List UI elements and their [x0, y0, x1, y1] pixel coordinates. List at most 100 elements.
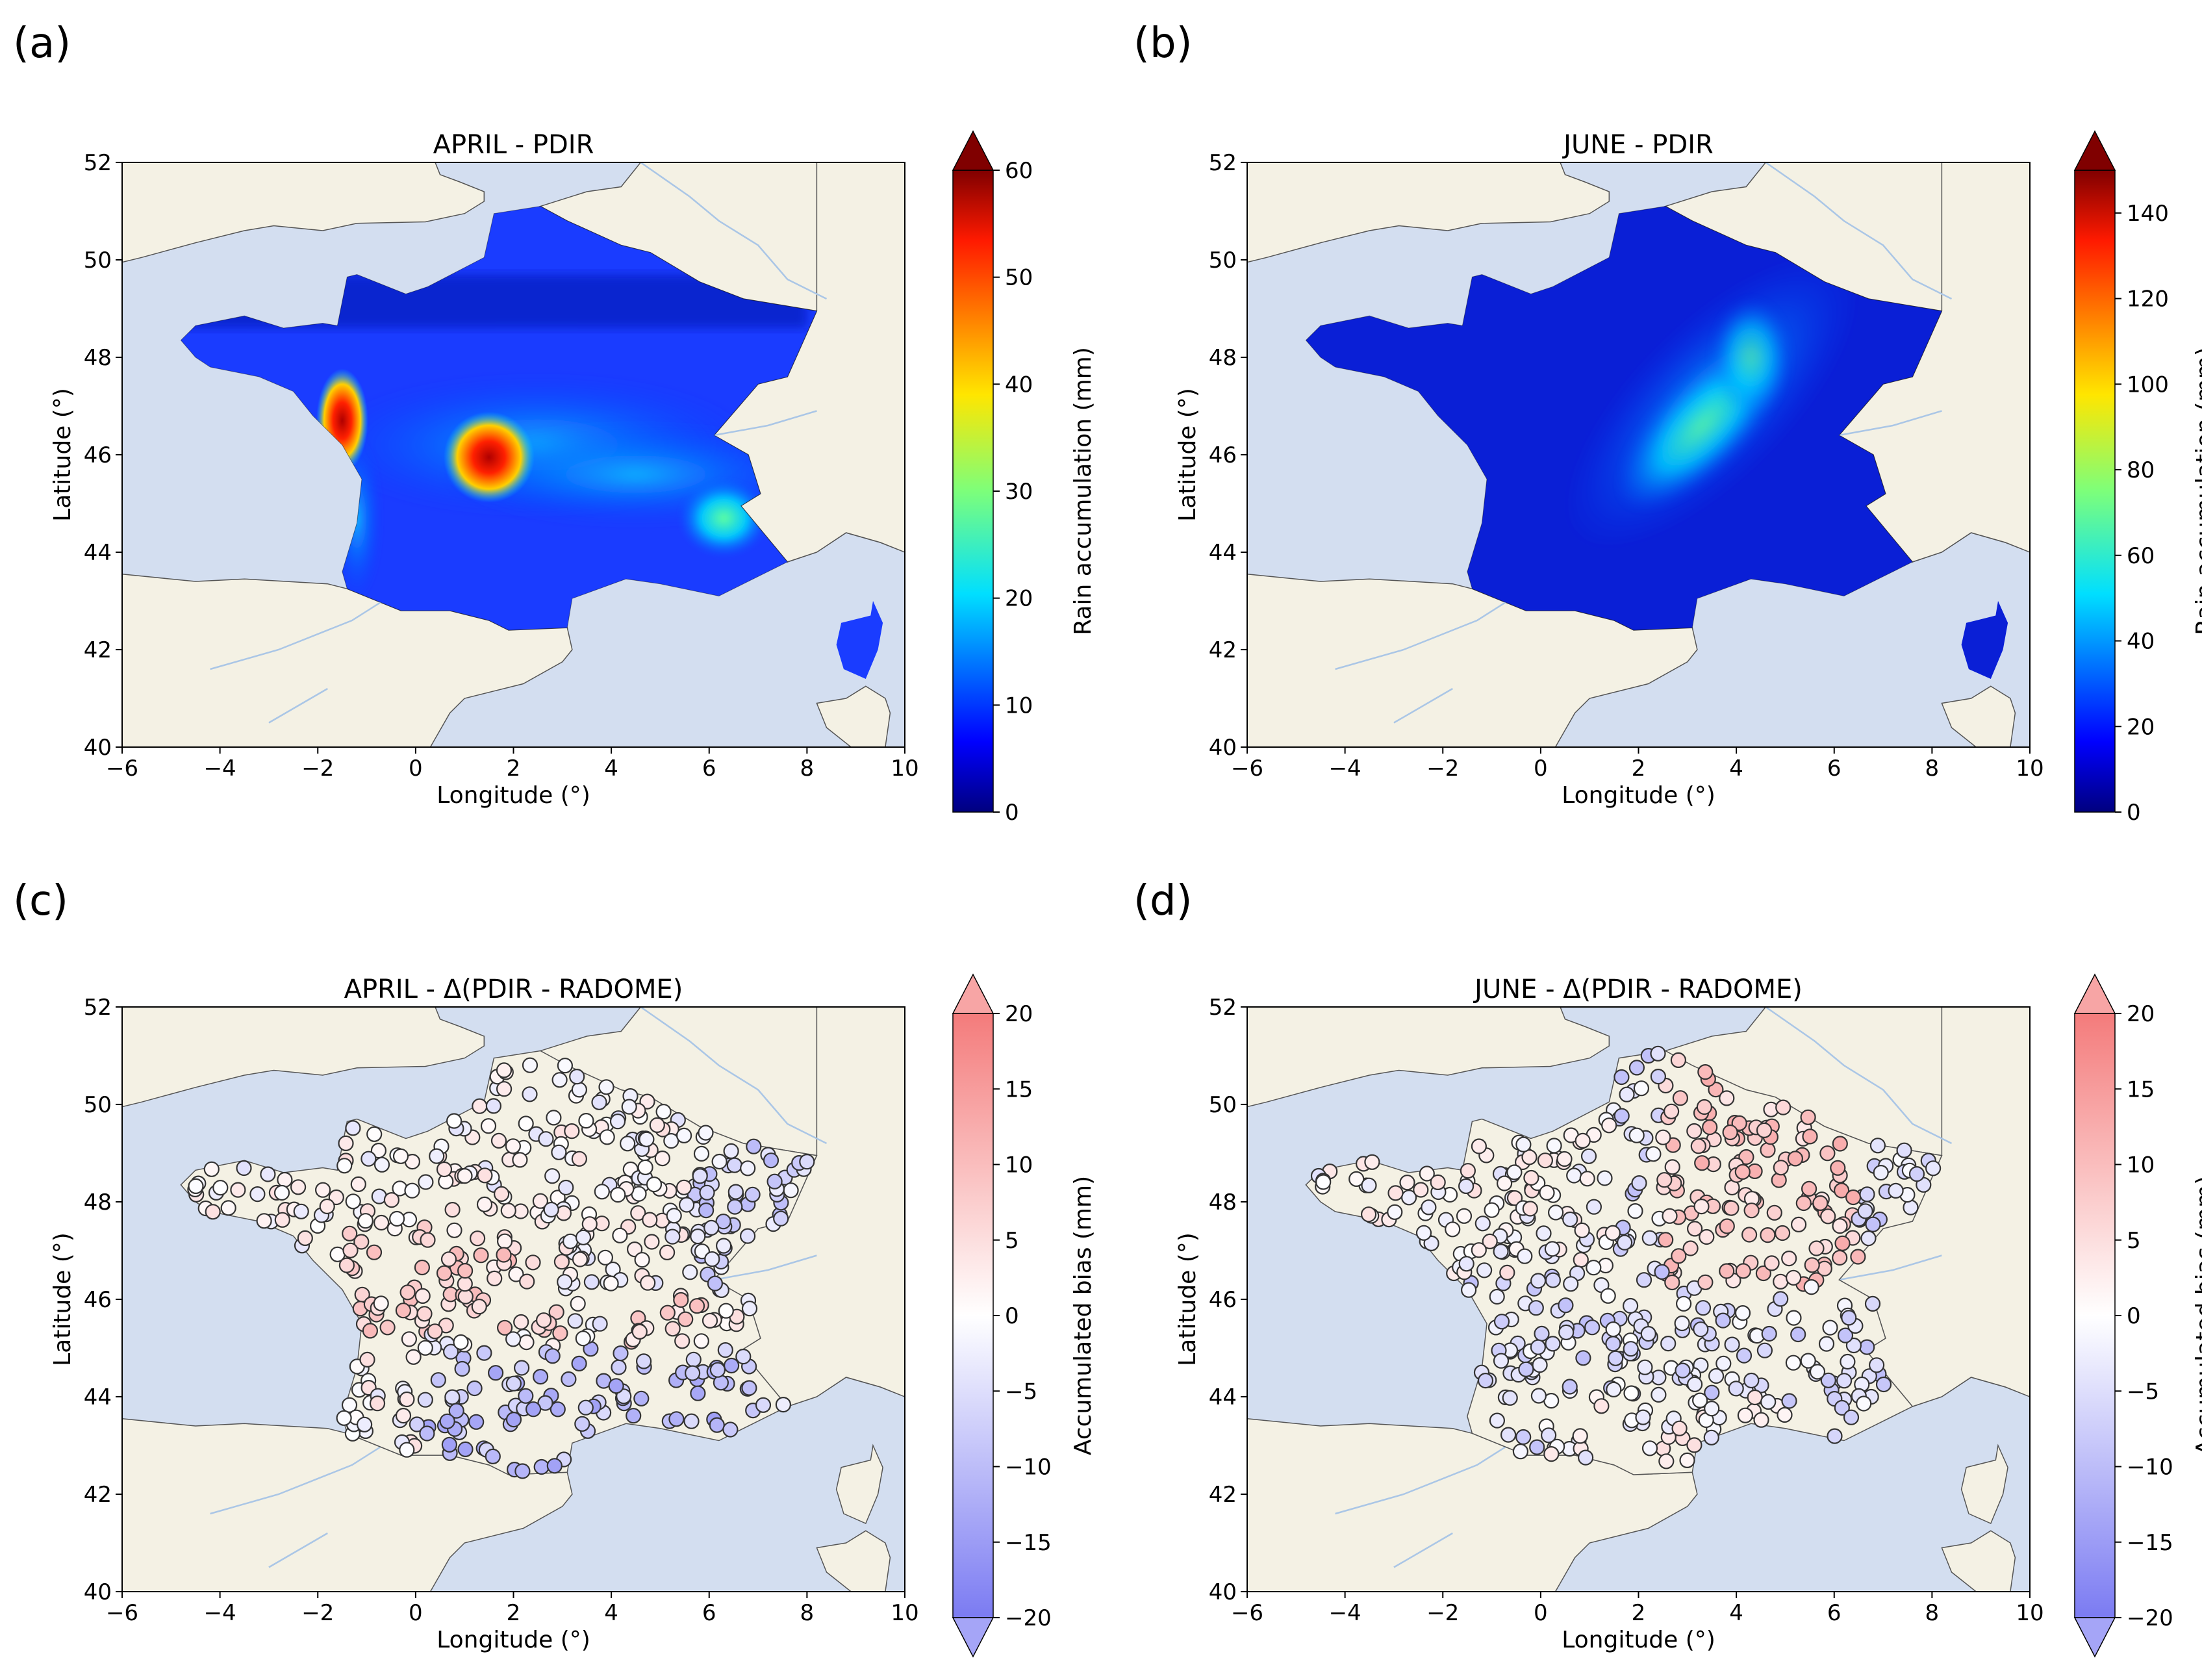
station-marker — [1471, 1138, 1487, 1154]
station-marker — [678, 1197, 695, 1213]
station-marker — [1736, 1347, 1753, 1364]
station-marker — [1715, 1312, 1731, 1329]
station-marker — [1869, 1357, 1885, 1373]
station-marker — [543, 1201, 559, 1218]
station-marker — [429, 1148, 445, 1164]
station-marker — [1801, 1180, 1817, 1197]
station-marker — [1619, 1086, 1635, 1102]
station-marker — [1562, 1379, 1578, 1395]
station-marker — [373, 1214, 390, 1231]
y-tick-label: 52 — [84, 995, 112, 1021]
station-marker — [631, 1323, 648, 1340]
x-tick-label: −6 — [1231, 756, 1263, 782]
station-marker — [1728, 1381, 1744, 1397]
station-marker — [1563, 1276, 1579, 1292]
station-marker — [1697, 1063, 1714, 1080]
station-marker — [496, 1233, 513, 1249]
station-marker — [366, 1126, 383, 1142]
station-marker — [550, 1401, 566, 1418]
x-tick-label: 2 — [1632, 756, 1646, 782]
y-tick-label: 50 — [84, 248, 112, 274]
station-marker — [430, 1372, 446, 1388]
station-marker — [561, 1371, 577, 1388]
station-marker — [551, 1144, 567, 1160]
station-marker — [1687, 1376, 1703, 1392]
station-marker — [366, 1244, 383, 1260]
station-marker — [487, 1365, 504, 1381]
station-marker — [1493, 1314, 1510, 1330]
station-marker — [1660, 1336, 1677, 1352]
station-marker — [436, 1161, 453, 1178]
x-tick-label: −4 — [1329, 1600, 1361, 1626]
station-marker — [746, 1138, 762, 1154]
x-axis-label: Longitude (°) — [1562, 1627, 1715, 1653]
station-marker — [395, 1303, 412, 1319]
station-marker — [666, 1208, 682, 1224]
station-marker — [619, 1136, 636, 1152]
station-marker — [1896, 1142, 1912, 1158]
panel-title: JUNE - Δ(PDIR - RADOME) — [1473, 974, 1803, 1004]
station-marker — [1605, 1336, 1621, 1352]
france-outline — [180, 205, 818, 631]
land-uk — [1247, 1007, 1610, 1108]
station-marker — [373, 1156, 390, 1173]
station-marker — [1364, 1154, 1380, 1170]
station-marker — [1543, 1446, 1560, 1462]
station-marker — [775, 1397, 792, 1413]
station-marker — [1832, 1136, 1848, 1152]
station-marker — [655, 1104, 672, 1120]
x-axis-label: Longitude (°) — [437, 1627, 590, 1653]
station-marker — [1800, 1353, 1816, 1369]
station-marker — [477, 1167, 493, 1184]
river-line — [1393, 1532, 1453, 1568]
station-marker — [1534, 1325, 1550, 1342]
station-marker — [773, 1210, 789, 1227]
river-line — [640, 162, 828, 300]
station-marker — [1785, 1355, 1801, 1371]
station-marker — [1413, 1182, 1429, 1198]
station-marker — [1704, 1401, 1720, 1417]
station-marker — [704, 1251, 720, 1267]
station-marker — [1536, 1225, 1552, 1241]
x-tick-label: 8 — [1925, 756, 1940, 782]
x-tick-label: 6 — [702, 756, 716, 782]
station-marker — [1545, 1336, 1561, 1352]
x-tick-label: −2 — [301, 756, 334, 782]
colorbar-tick-label: 0 — [2127, 800, 2141, 826]
x-tick-label: −6 — [1231, 1600, 1263, 1626]
station-marker — [575, 1229, 592, 1245]
station-marker — [362, 1323, 379, 1339]
station-marker — [1791, 1216, 1807, 1233]
station-marker — [1656, 1172, 1673, 1188]
station-marker — [1702, 1119, 1718, 1136]
station-marker — [741, 1301, 758, 1317]
station-marker — [446, 1113, 462, 1129]
map-area — [122, 162, 905, 747]
station-marker — [1529, 1439, 1545, 1455]
station-marker — [740, 1160, 756, 1177]
station-marker — [1387, 1185, 1404, 1201]
station-marker — [699, 1184, 715, 1201]
station-marker — [1715, 1355, 1732, 1371]
colorbar-extend-min — [2073, 1617, 2116, 1658]
y-tick-label: 46 — [1209, 442, 1237, 468]
station-marker — [487, 1270, 503, 1287]
station-marker — [1506, 1164, 1523, 1180]
station-marker — [1497, 1175, 1513, 1191]
colorbar-tick-label: 120 — [2127, 286, 2169, 312]
river-line — [210, 585, 407, 670]
station-marker — [598, 1079, 614, 1095]
station-marker — [1539, 1184, 1555, 1201]
x-tick-label: 8 — [1925, 1600, 1940, 1626]
station-marker — [353, 1234, 370, 1250]
station-marker — [1348, 1171, 1365, 1188]
colorbar-tick-label: 100 — [2127, 372, 2169, 398]
station-marker — [392, 1148, 409, 1164]
station-marker — [1670, 1052, 1686, 1069]
station-marker — [1804, 1257, 1820, 1273]
x-tick-label: −4 — [1329, 756, 1361, 782]
station-marker — [512, 1152, 528, 1168]
station-marker — [1786, 1269, 1802, 1286]
y-tick-label: 44 — [84, 1384, 112, 1410]
station-marker — [399, 1391, 415, 1408]
